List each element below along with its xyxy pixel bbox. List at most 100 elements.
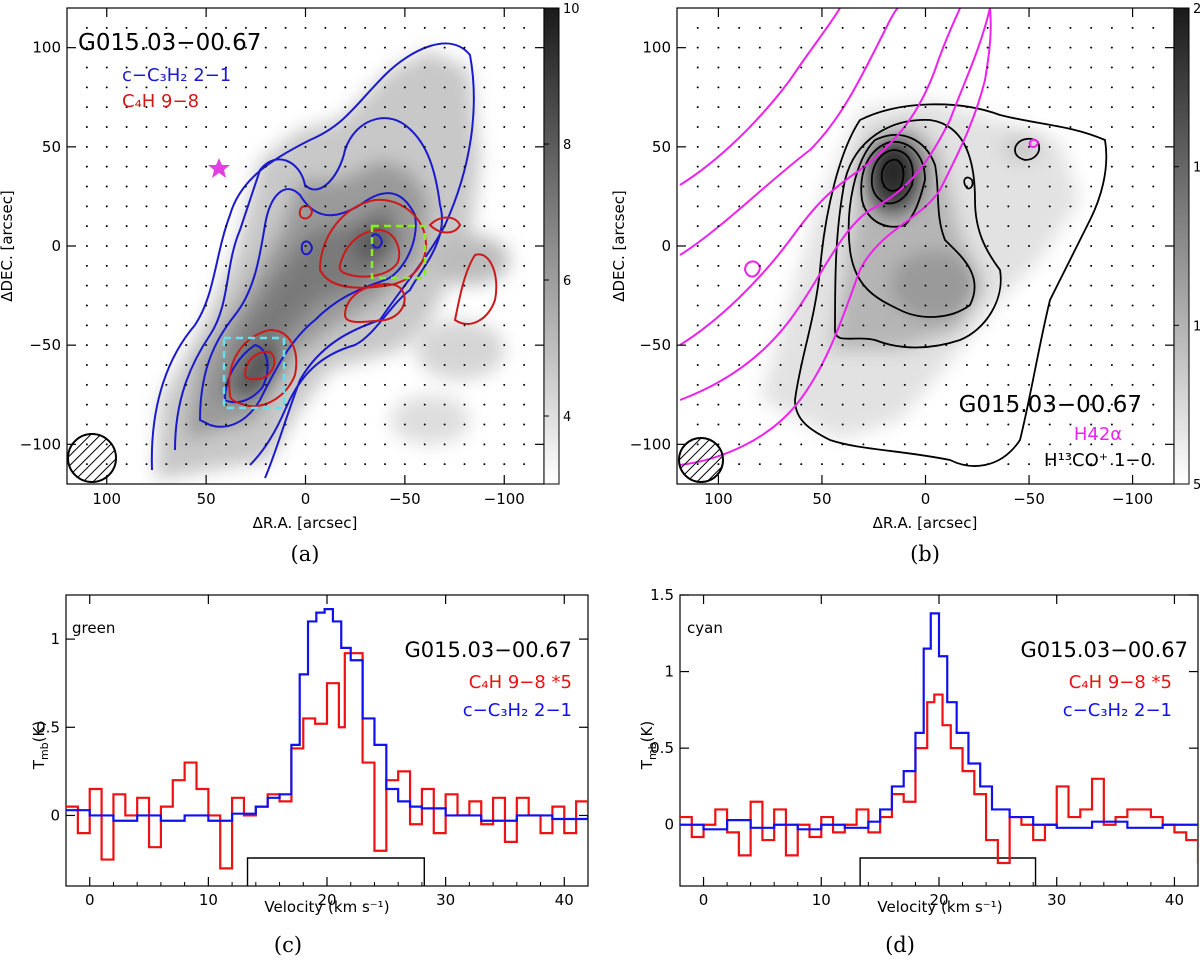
grid-dot xyxy=(1048,86,1051,89)
grid-dot xyxy=(85,126,88,128)
grid-dot xyxy=(463,26,466,29)
grid-dot xyxy=(903,106,906,109)
grid-dot xyxy=(841,245,844,247)
grid-dot xyxy=(264,264,267,267)
grid-dot xyxy=(1131,383,1134,386)
grid-dot xyxy=(779,165,782,168)
grid-dot xyxy=(841,344,844,347)
grid-dot xyxy=(883,304,886,307)
grid-dot xyxy=(738,324,741,327)
grid-dot xyxy=(264,205,267,208)
grid-dot xyxy=(364,423,367,426)
grid-dot xyxy=(820,86,823,89)
grid-dot xyxy=(965,106,968,109)
grid-dot xyxy=(523,205,526,208)
grid-dot xyxy=(862,66,865,69)
grid-dot xyxy=(244,403,247,406)
grid-dot xyxy=(244,463,247,466)
grid-dot xyxy=(364,225,367,228)
grid-dot xyxy=(1152,205,1155,208)
x-tick-label: 50 xyxy=(812,490,831,508)
grid-dot xyxy=(443,304,446,307)
grid-dot xyxy=(483,383,486,386)
grid-dot xyxy=(105,26,108,29)
grid-dot xyxy=(820,344,823,347)
grid-dot xyxy=(403,264,406,267)
y-tick-label: 0 xyxy=(51,237,61,255)
grid-dot xyxy=(1028,126,1031,128)
grid-dot xyxy=(503,403,506,406)
grid-dot xyxy=(841,185,844,188)
grid-dot xyxy=(105,165,108,168)
grid-dot xyxy=(800,403,803,406)
grid-dot xyxy=(820,443,823,446)
grid-dot xyxy=(225,66,227,69)
grid-dot xyxy=(986,463,989,466)
grid-dot xyxy=(105,46,108,49)
grid-dot xyxy=(125,264,128,267)
grid-dot xyxy=(1007,66,1010,69)
grid-dot xyxy=(523,225,526,228)
grid-dot xyxy=(523,324,526,327)
panel-d-region-label: cyan xyxy=(687,619,723,637)
grid-dot xyxy=(1131,245,1134,247)
grid-dot xyxy=(85,205,88,208)
grid-dot xyxy=(945,145,948,148)
grid-dot xyxy=(820,46,823,49)
grid-dot xyxy=(924,344,927,347)
grid-dot xyxy=(862,145,865,148)
grid-dot xyxy=(225,106,227,109)
grid-dot xyxy=(1028,46,1031,49)
grid-dot xyxy=(1048,403,1051,406)
grid-dot xyxy=(1131,403,1134,406)
grid-dot xyxy=(1131,145,1134,148)
grid-dot xyxy=(1007,225,1010,228)
grid-dot xyxy=(503,264,506,267)
grid-dot xyxy=(903,165,906,168)
panel-d-plot xyxy=(680,612,1198,886)
grid-dot xyxy=(717,324,720,327)
panel-b-ticks: 100 50 0 −50 −100 100 50 0 −50 −100 xyxy=(630,8,1174,508)
grid-dot xyxy=(717,126,720,128)
grid-dot xyxy=(304,383,307,386)
grid-dot xyxy=(1069,26,1072,29)
grid-dot xyxy=(883,126,886,128)
grid-dot xyxy=(244,26,247,29)
grid-dot xyxy=(483,245,486,247)
grid-dot xyxy=(443,364,446,366)
grid-dot xyxy=(324,185,327,188)
grid-dot xyxy=(779,383,782,386)
grid-dot xyxy=(1131,165,1134,168)
colorbar-tick-label: 10 xyxy=(563,2,580,17)
grid-dot xyxy=(403,245,406,247)
grid-dot xyxy=(696,364,699,366)
integration-window xyxy=(246,857,425,886)
grid-dot xyxy=(145,383,148,386)
grid-dot xyxy=(1110,165,1113,168)
x-tick-label: 30 xyxy=(436,891,455,909)
grid-dot xyxy=(1110,86,1113,89)
grid-dot xyxy=(841,86,844,89)
grid-dot xyxy=(883,245,886,247)
grid-dot xyxy=(924,364,927,366)
grid-dot xyxy=(738,165,741,168)
grid-dot xyxy=(344,26,347,29)
grid-dot xyxy=(1090,264,1093,267)
grid-dot xyxy=(800,225,803,228)
spectrum-series-line xyxy=(66,608,588,822)
grid-dot xyxy=(717,284,720,287)
grid-dot xyxy=(1028,264,1031,267)
grid-dot xyxy=(364,403,367,406)
grid-dot xyxy=(758,245,761,247)
panel-b-legend-h13co: H¹³CO⁺ 1−0 xyxy=(1044,450,1152,471)
panel-a-colorbar-ticks: 10 8 6 4 xyxy=(544,2,580,425)
grid-dot xyxy=(105,284,108,287)
grid-dot xyxy=(344,304,347,307)
grid-dot xyxy=(717,304,720,307)
y-tick-label: 100 xyxy=(642,39,671,57)
grid-dot xyxy=(264,284,267,287)
grid-dot xyxy=(483,463,486,466)
y-tick-label: 0.5 xyxy=(650,739,674,757)
grid-dot xyxy=(986,225,989,228)
grid-dot xyxy=(284,423,287,426)
